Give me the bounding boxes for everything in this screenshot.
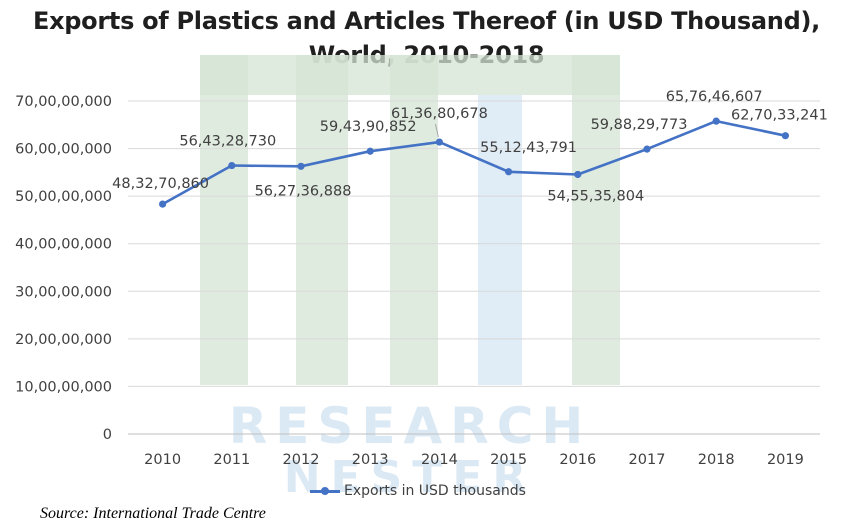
x-tick-label: 2016 bbox=[559, 452, 596, 468]
y-tick-label: 50,00,00,000 bbox=[15, 189, 112, 205]
y-tick-label: 0 bbox=[103, 427, 112, 443]
data-point bbox=[505, 168, 513, 176]
y-tick-label: 40,00,00,000 bbox=[15, 237, 112, 253]
watermark-band-5 bbox=[572, 55, 620, 385]
x-tick-label: 2010 bbox=[144, 452, 181, 468]
data-label: 61,36,80,678 bbox=[391, 106, 488, 122]
data-label: 59,43,90,852 bbox=[320, 119, 417, 135]
y-tick-label: 60,00,00,000 bbox=[15, 142, 112, 158]
data-label: 56,27,36,888 bbox=[255, 183, 352, 199]
data-label: 62,70,33,241 bbox=[731, 108, 828, 124]
y-tick-label: 10,00,00,000 bbox=[15, 379, 112, 395]
data-label: 56,43,28,730 bbox=[179, 134, 276, 150]
gridlines bbox=[128, 100, 820, 435]
y-tick-label: 30,00,00,000 bbox=[15, 284, 112, 300]
data-label: 55,12,43,791 bbox=[480, 140, 577, 156]
data-point bbox=[712, 117, 720, 125]
data-point bbox=[781, 132, 790, 140]
y-axis: 0 10,00,00,000 20,00,00,000 30,00,00,000 40,… bbox=[15, 94, 112, 443]
source-note: Source: International Trade Centre bbox=[40, 505, 266, 522]
x-axis: 2010 2011 2012 2013 2014 2015 2016 2017 2018 2019 bbox=[144, 452, 804, 468]
data-label: 65,76,46,607 bbox=[666, 89, 763, 105]
series-line bbox=[161, 119, 787, 206]
data-point bbox=[297, 162, 305, 170]
y-tick-label: 20,00,00,000 bbox=[15, 332, 112, 348]
series-exports bbox=[159, 117, 790, 208]
data-label: 59,88,29,773 bbox=[591, 117, 688, 133]
data-point bbox=[643, 145, 651, 153]
watermark-top-bar bbox=[200, 55, 620, 95]
legend-label: Exports in USD thousands bbox=[344, 483, 526, 499]
data-point bbox=[435, 138, 443, 146]
x-tick-label: 2013 bbox=[352, 452, 389, 468]
x-tick-label: 2018 bbox=[698, 452, 735, 468]
watermark-band-3 bbox=[390, 55, 438, 385]
data-point bbox=[228, 161, 236, 170]
chart-title-line-1: Exports of Plastics and Articles Thereof… bbox=[33, 7, 820, 35]
data-labels: 48,32,70,860 56,43,28,730 56,27,36,888 59,4… bbox=[112, 89, 828, 204]
data-point bbox=[366, 147, 374, 155]
watermark-band-4 bbox=[478, 95, 522, 385]
x-tick-label: 2014 bbox=[421, 452, 458, 468]
legend-line-marker-icon bbox=[310, 486, 340, 496]
x-tick-label: 2011 bbox=[213, 452, 250, 468]
legend: Exports in USD thousands bbox=[310, 483, 526, 499]
watermark: RESEARCH NESTER bbox=[200, 55, 620, 503]
data-point bbox=[159, 200, 167, 208]
data-point bbox=[574, 170, 582, 179]
data-label-leader-line bbox=[434, 123, 439, 138]
watermark-band-1 bbox=[200, 55, 248, 385]
x-tick-label: 2015 bbox=[490, 452, 527, 468]
x-tick-label: 2012 bbox=[283, 452, 320, 468]
watermark-text-line-1: RESEARCH bbox=[229, 397, 592, 455]
x-tick-label: 2019 bbox=[767, 452, 804, 468]
data-label: 48,32,70,860 bbox=[112, 176, 209, 192]
x-tick-label: 2017 bbox=[629, 452, 666, 468]
data-label: 54,55,35,804 bbox=[547, 188, 644, 204]
y-tick-label: 70,00,00,000 bbox=[15, 94, 112, 110]
watermark-band-2 bbox=[296, 55, 348, 385]
